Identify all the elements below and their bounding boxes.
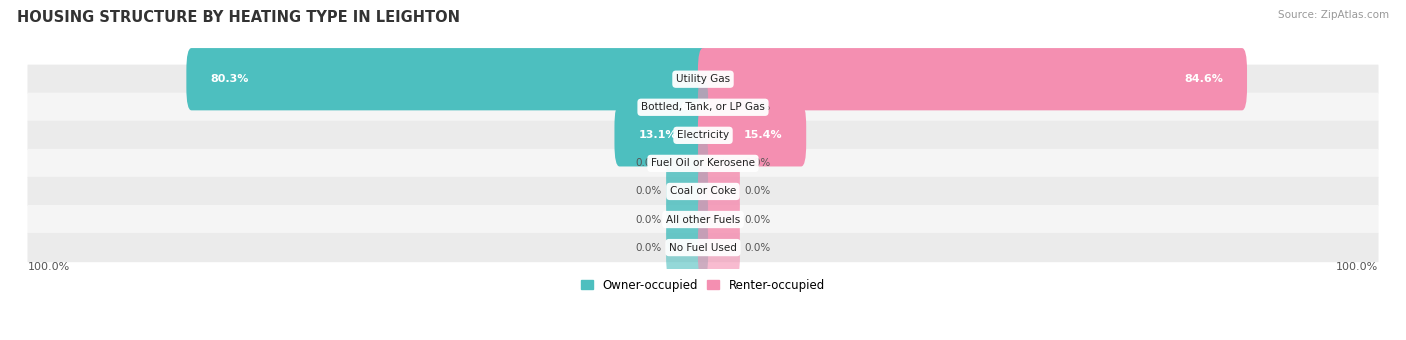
Text: 13.1%: 13.1% bbox=[638, 130, 678, 140]
FancyBboxPatch shape bbox=[697, 76, 740, 138]
Text: 100.0%: 100.0% bbox=[28, 262, 70, 272]
Text: 15.4%: 15.4% bbox=[744, 130, 782, 140]
FancyBboxPatch shape bbox=[614, 104, 709, 167]
Text: 0.0%: 0.0% bbox=[744, 158, 770, 168]
Text: 0.0%: 0.0% bbox=[636, 158, 662, 168]
FancyBboxPatch shape bbox=[697, 217, 740, 279]
Text: 0.0%: 0.0% bbox=[744, 102, 770, 112]
FancyBboxPatch shape bbox=[697, 160, 740, 223]
FancyBboxPatch shape bbox=[28, 121, 1378, 150]
Text: Fuel Oil or Kerosene: Fuel Oil or Kerosene bbox=[651, 158, 755, 168]
FancyBboxPatch shape bbox=[28, 65, 1378, 94]
Text: 80.3%: 80.3% bbox=[211, 74, 249, 84]
FancyBboxPatch shape bbox=[666, 188, 709, 251]
Legend: Owner-occupied, Renter-occupied: Owner-occupied, Renter-occupied bbox=[576, 274, 830, 296]
Text: Utility Gas: Utility Gas bbox=[676, 74, 730, 84]
FancyBboxPatch shape bbox=[187, 48, 709, 110]
Text: 0.0%: 0.0% bbox=[744, 242, 770, 253]
Text: 0.0%: 0.0% bbox=[636, 242, 662, 253]
FancyBboxPatch shape bbox=[666, 132, 709, 194]
FancyBboxPatch shape bbox=[28, 177, 1378, 206]
FancyBboxPatch shape bbox=[666, 160, 709, 223]
FancyBboxPatch shape bbox=[28, 205, 1378, 234]
Text: No Fuel Used: No Fuel Used bbox=[669, 242, 737, 253]
FancyBboxPatch shape bbox=[28, 93, 1378, 122]
FancyBboxPatch shape bbox=[666, 217, 709, 279]
FancyBboxPatch shape bbox=[697, 104, 806, 167]
FancyBboxPatch shape bbox=[655, 76, 709, 138]
Text: HOUSING STRUCTURE BY HEATING TYPE IN LEIGHTON: HOUSING STRUCTURE BY HEATING TYPE IN LEI… bbox=[17, 10, 460, 25]
Text: 0.0%: 0.0% bbox=[744, 215, 770, 224]
Text: All other Fuels: All other Fuels bbox=[666, 215, 740, 224]
FancyBboxPatch shape bbox=[28, 149, 1378, 178]
Text: Bottled, Tank, or LP Gas: Bottled, Tank, or LP Gas bbox=[641, 102, 765, 112]
FancyBboxPatch shape bbox=[697, 132, 740, 194]
Text: Source: ZipAtlas.com: Source: ZipAtlas.com bbox=[1278, 10, 1389, 20]
Text: 100.0%: 100.0% bbox=[1336, 262, 1378, 272]
FancyBboxPatch shape bbox=[697, 48, 1247, 110]
Text: 0.0%: 0.0% bbox=[636, 186, 662, 197]
Text: 84.6%: 84.6% bbox=[1184, 74, 1223, 84]
Text: Coal or Coke: Coal or Coke bbox=[669, 186, 737, 197]
FancyBboxPatch shape bbox=[697, 188, 740, 251]
Text: Electricity: Electricity bbox=[676, 130, 730, 140]
Text: 0.0%: 0.0% bbox=[744, 186, 770, 197]
Text: 0.0%: 0.0% bbox=[636, 215, 662, 224]
FancyBboxPatch shape bbox=[28, 233, 1378, 262]
Text: 6.6%: 6.6% bbox=[681, 102, 711, 112]
